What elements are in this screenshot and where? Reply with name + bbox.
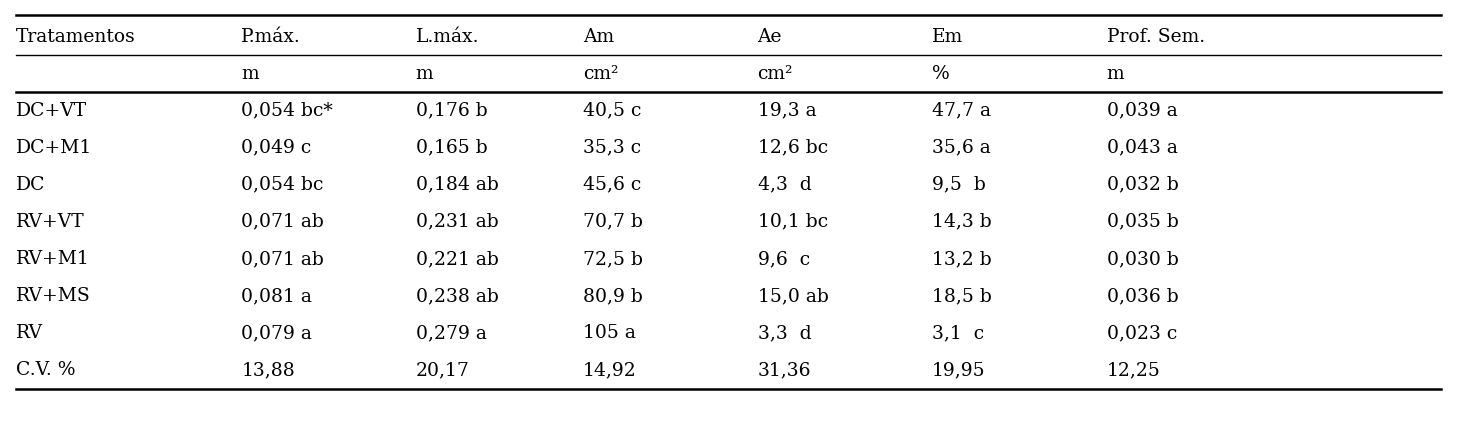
Text: 0,071 ab: 0,071 ab [242,213,325,231]
Text: 47,7 a: 47,7 a [932,102,991,120]
Text: 105 a: 105 a [583,324,635,342]
Text: 0,165 b: 0,165 b [415,139,488,157]
Text: RV+VT: RV+VT [16,213,85,231]
Text: 35,6 a: 35,6 a [932,139,991,157]
Text: RV+M1: RV+M1 [16,250,90,268]
Text: 13,88: 13,88 [242,361,296,379]
Text: 0,081 a: 0,081 a [242,287,312,305]
Text: 0,054 bc*: 0,054 bc* [242,102,334,120]
Text: cm²: cm² [758,65,793,83]
Text: 0,231 ab: 0,231 ab [415,213,498,231]
Text: Em: Em [932,28,963,45]
Text: 4,3  d: 4,3 d [758,176,812,194]
Text: 14,92: 14,92 [583,361,637,379]
Text: 0,221 ab: 0,221 ab [415,250,498,268]
Text: L.máx.: L.máx. [415,28,479,45]
Text: 45,6 c: 45,6 c [583,176,641,194]
Text: 70,7 b: 70,7 b [583,213,643,231]
Text: cm²: cm² [583,65,618,83]
Text: 19,3 a: 19,3 a [758,102,816,120]
Text: 9,6  c: 9,6 c [758,250,810,268]
Text: 0,176 b: 0,176 b [415,102,488,120]
Text: 0,054 bc: 0,054 bc [242,176,323,194]
Text: 0,071 ab: 0,071 ab [242,250,325,268]
Text: 0,036 b: 0,036 b [1107,287,1179,305]
Text: Ae: Ae [758,28,782,45]
Text: 80,9 b: 80,9 b [583,287,643,305]
Text: 0,049 c: 0,049 c [242,139,312,157]
Text: 15,0 ab: 15,0 ab [758,287,829,305]
Text: 0,079 a: 0,079 a [242,324,312,342]
Text: 18,5 b: 18,5 b [932,287,992,305]
Text: DC+M1: DC+M1 [16,139,92,157]
Text: %: % [932,65,950,83]
Text: P.máx.: P.máx. [242,28,302,45]
Text: 20,17: 20,17 [415,361,469,379]
Text: C.V. %: C.V. % [16,361,76,379]
Text: m: m [415,65,434,83]
Text: DC: DC [16,176,45,194]
Text: m: m [242,65,259,83]
Text: 14,3 b: 14,3 b [932,213,992,231]
Text: Tratamentos: Tratamentos [16,28,136,45]
Text: 72,5 b: 72,5 b [583,250,643,268]
Text: 12,25: 12,25 [1107,361,1160,379]
Text: 10,1 bc: 10,1 bc [758,213,828,231]
Text: RV: RV [16,324,42,342]
Text: Prof. Sem.: Prof. Sem. [1107,28,1205,45]
Text: 13,2 b: 13,2 b [932,250,992,268]
Text: 40,5 c: 40,5 c [583,102,641,120]
Text: 0,279 a: 0,279 a [415,324,487,342]
Text: DC+VT: DC+VT [16,102,87,120]
Text: 0,039 a: 0,039 a [1107,102,1177,120]
Text: 0,023 c: 0,023 c [1107,324,1177,342]
Text: 31,36: 31,36 [758,361,812,379]
Text: Am: Am [583,28,615,45]
Text: 19,95: 19,95 [932,361,986,379]
Text: 3,3  d: 3,3 d [758,324,812,342]
Text: 0,030 b: 0,030 b [1107,250,1179,268]
Text: 9,5  b: 9,5 b [932,176,986,194]
Text: 12,6 bc: 12,6 bc [758,139,828,157]
Text: 0,032 b: 0,032 b [1107,176,1179,194]
Text: 0,035 b: 0,035 b [1107,213,1179,231]
Text: 35,3 c: 35,3 c [583,139,641,157]
Text: 0,043 a: 0,043 a [1107,139,1177,157]
Text: 0,184 ab: 0,184 ab [415,176,498,194]
Text: 0,238 ab: 0,238 ab [415,287,498,305]
Text: RV+MS: RV+MS [16,287,90,305]
Text: 3,1  c: 3,1 c [932,324,985,342]
Text: m: m [1107,65,1125,83]
